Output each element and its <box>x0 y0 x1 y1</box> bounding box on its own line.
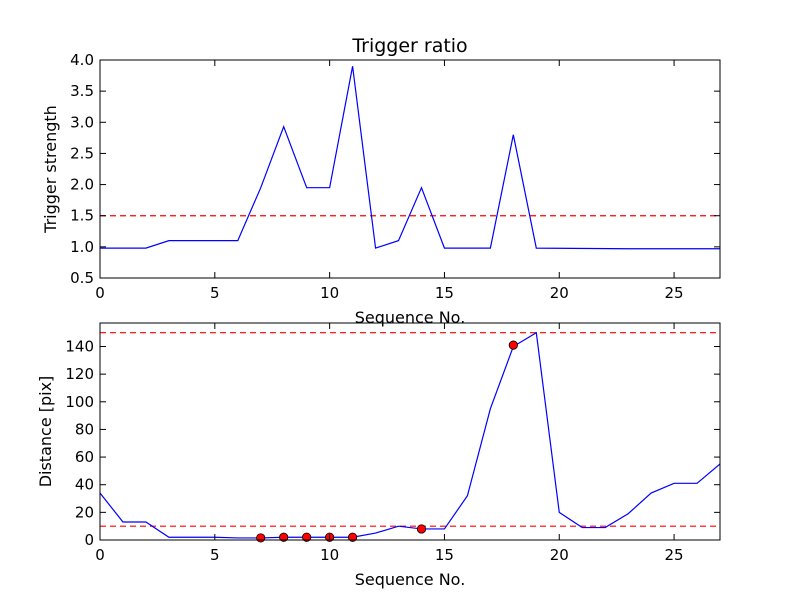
y-tick-label: 3.0 <box>70 113 94 131</box>
data-marker <box>256 533 266 543</box>
x-tick-label: 25 <box>665 546 684 564</box>
data-marker <box>508 340 518 350</box>
y-tick-label: 1.0 <box>70 238 94 256</box>
y-tick-label: 4.0 <box>70 51 94 69</box>
y-tick-label: 0 <box>84 531 94 549</box>
series-line-1 <box>100 66 720 250</box>
y-axis-label: Distance [pix] <box>36 376 55 488</box>
y-tick-label: 2.5 <box>70 144 94 162</box>
x-tick-label: 5 <box>210 284 220 302</box>
y-tick-label: 0.5 <box>70 269 94 287</box>
x-axis-label: Sequence No. <box>355 570 466 589</box>
axes-frame <box>99 322 721 541</box>
axes-frame <box>99 59 721 279</box>
y-tick-label: 3.5 <box>70 82 94 100</box>
y-tick-label: 40 <box>75 476 94 494</box>
y-tick-label: 2.0 <box>70 176 94 194</box>
y-tick-label: 1.5 <box>70 207 94 225</box>
x-tick-label: 10 <box>320 284 339 302</box>
x-tick-label: 0 <box>95 546 105 564</box>
y-tick-label: 20 <box>75 503 94 521</box>
x-tick-label: 10 <box>320 546 339 564</box>
x-axis-label: Sequence No. <box>355 308 466 327</box>
y-tick-label: 140 <box>65 337 94 355</box>
x-tick-label: 5 <box>210 546 220 564</box>
x-tick-label: 0 <box>95 284 105 302</box>
x-tick-label: 20 <box>550 546 569 564</box>
trigger-ratio-axes: 0 5 10 15 20 25 0.5 1.0 1.5 2.0 2.5 3.0 3.5 4.0 Trigge… <box>41 35 721 327</box>
plot-area <box>100 66 720 250</box>
data-marker <box>279 532 289 542</box>
data-marker <box>416 524 427 534</box>
y-tick-label: 80 <box>75 420 94 438</box>
plot-area <box>100 331 720 539</box>
y-tick-label: 120 <box>65 365 94 383</box>
x-tick-label: 20 <box>550 284 569 302</box>
y-tick-label: 100 <box>65 393 94 411</box>
series-line-1 <box>100 331 720 539</box>
chart-title: Trigger ratio <box>351 35 467 57</box>
data-marker <box>347 532 358 542</box>
y-tick-label: 60 <box>75 448 94 466</box>
y-axis-label: Trigger strength <box>41 105 60 234</box>
x-tick-label: 15 <box>435 546 454 564</box>
distance-axes: 0 5 10 15 20 25 0 20 40 60 80 100 120 140 Sequence No.… <box>36 322 721 589</box>
x-tick-label: 25 <box>665 284 684 302</box>
data-marker <box>302 532 312 542</box>
x-tick-label: 15 <box>435 284 454 302</box>
